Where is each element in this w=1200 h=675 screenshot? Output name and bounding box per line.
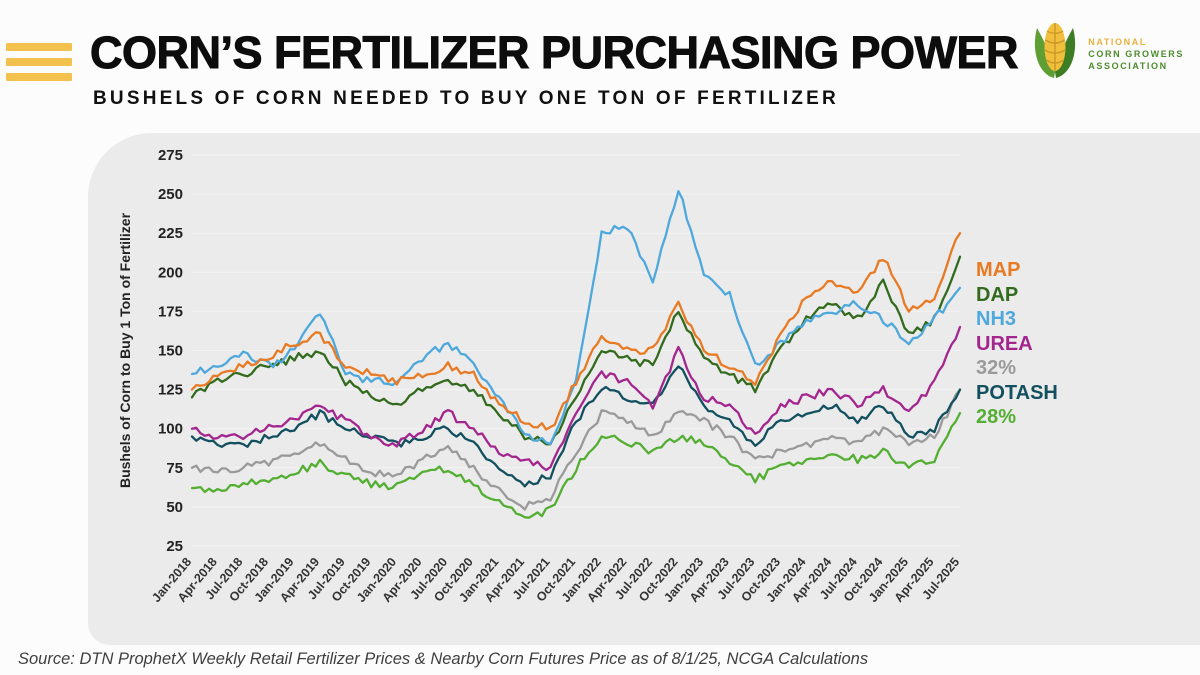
y-axis-label: Bushels of Corn to Buy 1 Ton of Fertiliz… (117, 212, 133, 488)
legend-item-28: 28% (976, 406, 1017, 428)
legend-item-map: MAP (976, 259, 1021, 281)
y-tick-label: 250 (158, 186, 183, 203)
series-line-nh3 (190, 190, 962, 446)
series-line-dap (190, 255, 962, 446)
y-tick-label: 175 (158, 303, 183, 320)
stripe-bar (6, 43, 72, 51)
y-tick-label: 200 (158, 264, 183, 281)
legend-item-dap: DAP (976, 283, 1019, 306)
ncga-logo: NATIONAL CORN GROWERS ASSOCIATION (1028, 20, 1184, 87)
chart-panel: 25 50 75 100 125 150 175 200 225 250 275 Bushels of… (88, 133, 1200, 645)
y-tick-label: 75 (166, 460, 183, 477)
stripe-bar (6, 58, 72, 66)
y-tick-label: 225 (158, 225, 183, 242)
y-tick-label: 50 (166, 499, 183, 516)
corn-cob-icon (1028, 20, 1082, 87)
logo-line-corn-growers: CORN GROWERS (1088, 48, 1184, 59)
series-line-potash (190, 365, 962, 488)
logo-line-association: ASSOCIATION (1088, 60, 1168, 71)
page-title: CORN’S FERTILIZER PURCHASING POWER (89, 27, 1019, 79)
y-tick-label: 150 (158, 343, 183, 360)
line-chart: 25 50 75 100 125 150 175 200 225 250 275 Bushels of… (117, 147, 962, 605)
ncga-logo-text: NATIONAL CORN GROWERS ASSOCIATION (1088, 37, 1184, 71)
legend-item-nh3: NH3 (976, 308, 1017, 330)
source-text: Source: DTN ProphetX Weekly Retail Ferti… (18, 650, 869, 668)
page-subtitle: BUSHELS OF CORN NEEDED TO BUY ONE TON OF… (93, 88, 839, 109)
y-tick-label: 275 (158, 147, 183, 164)
series-line-map (190, 232, 962, 431)
y-tick-label: 25 (166, 538, 183, 555)
series-line-urea (190, 325, 962, 472)
header-stripes-icon (6, 43, 72, 88)
legend-item-potash: POTASH (976, 381, 1058, 404)
legend-item-urea: UREA (976, 332, 1033, 355)
chart-legend: MAP DAP NH3 UREA 32% POTASH 28% (976, 258, 1058, 430)
y-tick-label: 100 (158, 421, 183, 438)
y-tick-label: 125 (158, 382, 183, 399)
stripe-bar (6, 73, 72, 81)
series-line-32 (190, 388, 962, 511)
logo-line-national: NATIONAL (1088, 36, 1147, 47)
legend-item-32: 32% (976, 357, 1017, 379)
series-line-28 (190, 411, 962, 519)
